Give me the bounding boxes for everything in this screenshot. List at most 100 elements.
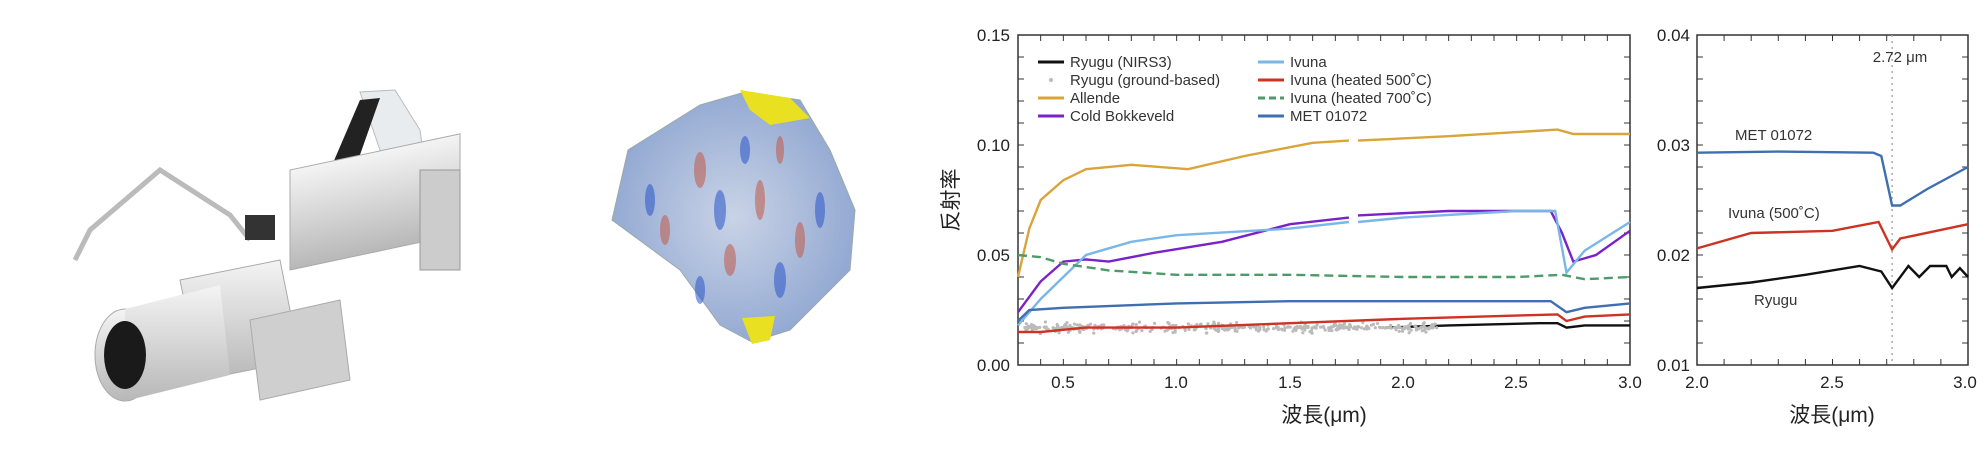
main-series-ryugu-ground-based--point: [1310, 326, 1314, 330]
main-series-ryugu-ground-based--point: [1131, 331, 1135, 335]
main-series-ryugu-ground-based--point: [1407, 331, 1411, 335]
main-series-ryugu-ground-based--point: [1360, 326, 1364, 330]
legend-swatch: [1049, 78, 1053, 82]
main-plot-frame: [1017, 34, 1631, 366]
main-series-ivuna-heated-700-c-: [1017, 253, 1631, 281]
main-series-ryugu-ground-based--point: [1215, 328, 1219, 332]
main-series-cold-bokkeveld: [1017, 209, 1631, 313]
main-series-ryugu-ground-based--point: [1435, 326, 1439, 330]
main-series-ryugu-ground-based--point: [1433, 322, 1437, 326]
main-series-ryugu-ground-based--point: [1024, 322, 1028, 326]
main-series-ryugu-ground-based--point: [1291, 329, 1295, 333]
inset-spectrum-chart: 2.72 μm MET 01072 Ivuna (500˚C) Ryugu 0.…: [1657, 26, 1977, 427]
main-series-ryugu-ground-based--point: [1286, 325, 1290, 329]
inset-series-met-01072: [1696, 150, 1969, 207]
main-series-ryugu-ground-based--point: [1309, 329, 1314, 333]
main-series-ivuna-heated-500-c-: [1018, 313, 1631, 334]
legend-item: Ryugu (ground-based): [1049, 72, 1220, 89]
main-series-ryugu-nirs3-: [1385, 322, 1630, 329]
legend-label: Ryugu (NIRS3): [1070, 54, 1172, 71]
main-series-ryugu-ground-based--point: [1131, 322, 1135, 326]
inset-xtick: 2.0: [1685, 373, 1709, 392]
legend-label: Ryugu (ground-based): [1070, 72, 1220, 89]
main-series-ryugu-ground-based--point: [1065, 321, 1069, 325]
main-series-ryugu-ground-based--point: [1225, 326, 1229, 330]
main-series-ryugu-ground-based--point: [1173, 330, 1177, 334]
main-legend: Ryugu (NIRS3)Ryugu (ground-based)Allende…: [1038, 54, 1432, 125]
main-series-allende: [1016, 128, 1630, 278]
main-series-ryugu-ground-based--point: [1212, 322, 1217, 326]
main-series-ryugu-ground-based--point: [1365, 324, 1369, 328]
main-series-ryugu-ground-based--point: [1362, 327, 1367, 331]
main-xtick: 0.5: [1051, 373, 1075, 392]
main-xlabel: 波長(μm): [1281, 404, 1367, 427]
main-series-ryugu-ground-based--point: [1322, 326, 1326, 330]
main-series-ryugu-ground-based--point: [1298, 324, 1303, 328]
main-series-ryugu-ground-based--point: [1385, 326, 1389, 330]
main-series-ryugu-ground-based--point: [1233, 325, 1237, 330]
legend-item: MET 01072: [1258, 108, 1367, 125]
main-series-ryugu-ground-based--point: [1075, 323, 1079, 327]
main-xtick: 1.5: [1278, 373, 1302, 392]
inset-xlabel: 波長(μm): [1789, 404, 1875, 427]
main-series-ryugu-ground-based--point: [1357, 325, 1361, 329]
main-series-ryugu-ground-based--point: [1355, 327, 1359, 331]
main-series-ryugu-ground-based--point: [1314, 326, 1318, 330]
main-series-ryugu-ground-based--point: [1397, 329, 1401, 333]
main-series-ryugu-ground-based--point: [1340, 325, 1344, 329]
main-series-ryugu-ground-based--point: [1031, 323, 1035, 328]
main-series-ryugu-ground-based--point: [1174, 323, 1178, 328]
main-ytick: 0.10: [977, 136, 1010, 155]
main-series-ryugu-ground-based--point: [1409, 328, 1413, 332]
main-series-ivuna: [1017, 209, 1631, 327]
legend-item: Cold Bokkeveld: [1038, 108, 1174, 125]
main-spectrum-chart: Ryugu (NIRS3)Ryugu (ground-based)Allende…: [940, 26, 1642, 427]
legend-item: Ivuna (heated 500˚C): [1258, 72, 1432, 89]
main-series-ryugu-ground-based--point: [1134, 322, 1138, 327]
main-series-ryugu-ground-based--point: [1256, 329, 1261, 333]
main-series-ryugu-ground-based--point: [1223, 328, 1227, 332]
main-series-ryugu-ground-based--point: [1140, 328, 1144, 333]
asteroid-ryugu-map-image: [611, 90, 856, 344]
main-ytick: 0.15: [977, 26, 1010, 45]
main-series-ryugu-ground-based--point: [1415, 328, 1419, 332]
main-series-ryugu-ground-based--point: [1331, 324, 1336, 329]
main-series-ryugu-ground-based--point: [1266, 327, 1270, 331]
main-series-ryugu-ground-based--point: [1163, 329, 1167, 333]
inset-label-ivuna500: Ivuna (500˚C): [1728, 205, 1820, 222]
main-series-ryugu-ground-based--point: [1204, 331, 1209, 335]
main-series-ryugu-ground-based--point: [1135, 328, 1139, 333]
inset-label-ryugu: Ryugu: [1754, 292, 1797, 309]
main-series-ryugu-ground-based--point: [1293, 325, 1298, 330]
inset-xtick: 3.0: [1953, 373, 1977, 392]
main-series-ryugu-ground-based--point: [1282, 328, 1287, 332]
main-ytick: 0.00: [977, 356, 1010, 375]
main-series-ryugu-ground-based--point: [1422, 328, 1427, 332]
main-series-ryugu-ground-based--point: [1056, 324, 1060, 328]
legend-item: Ryugu (NIRS3): [1038, 54, 1172, 71]
main-series-ryugu-ground-based--point: [1361, 320, 1365, 325]
inset-annotation: 2.72 μm: [1873, 49, 1928, 66]
main-series-ryugu-ground-based--point: [1044, 325, 1048, 329]
main-series-ryugu-ground-based--point: [1038, 325, 1042, 329]
legend-item: Ivuna: [1258, 54, 1327, 71]
main-series-ryugu-ground-based--point: [1235, 329, 1239, 333]
main-series-ryugu-ground-based--point: [1303, 328, 1307, 332]
main-series-ryugu-ground-based--point: [1375, 321, 1380, 326]
main-series-ryugu-ground-based--point: [1400, 329, 1405, 333]
main-series-ryugu-ground-based--point: [1338, 323, 1342, 327]
main-series-ryugu-ground-based--point: [1186, 322, 1191, 326]
inset-series-ivuna-500-c-: [1696, 220, 1969, 252]
inset-ytick: 0.01: [1657, 356, 1690, 375]
legend-label: MET 01072: [1290, 108, 1367, 125]
main-series-ryugu-ground-based--point: [1348, 323, 1352, 327]
main-series-ryugu-ground-based--point: [1262, 328, 1267, 332]
main-series-ryugu-ground-based--point: [1072, 322, 1077, 326]
main-ylabel: 反射率: [940, 169, 963, 232]
main-series-ryugu-ground-based--point: [1279, 327, 1284, 331]
main-series-ryugu-ground-based--point: [1371, 322, 1376, 326]
main-ytick: 0.05: [977, 246, 1010, 265]
main-series-ryugu-ground-based--point: [1258, 326, 1262, 330]
main-series-ryugu-ground-based--point: [1092, 331, 1096, 335]
main-series-ryugu-ground-based--point: [1276, 327, 1281, 332]
